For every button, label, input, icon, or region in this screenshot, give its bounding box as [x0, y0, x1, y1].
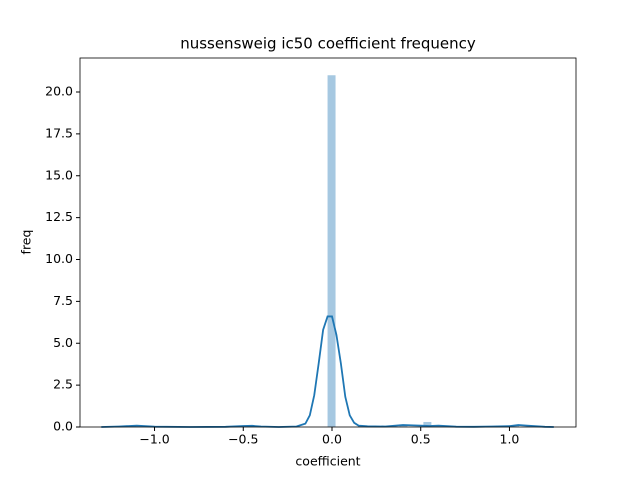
- y-tick-label: 20.0: [45, 84, 73, 99]
- x-tick-label: 0.0: [322, 432, 342, 447]
- y-tick-label: 5.0: [53, 335, 73, 350]
- x-tick-label: −0.5: [228, 432, 258, 447]
- y-tick-label: 0.0: [53, 419, 73, 434]
- x-axis-label: coefficient: [295, 454, 360, 469]
- x-tick-label: 0.5: [411, 432, 431, 447]
- y-axis-label: freq: [19, 230, 34, 255]
- chart-title: nussensweig ic50 coefficient frequency: [180, 35, 476, 53]
- y-tick-label: 10.0: [45, 251, 73, 266]
- y-tick-label: 15.0: [45, 167, 73, 182]
- bar: [327, 75, 336, 427]
- plot-frame: [79, 57, 577, 428]
- y-tick-label: 17.5: [45, 125, 73, 140]
- y-tick-label: 2.5: [53, 377, 73, 392]
- y-tick-label: 12.5: [45, 209, 73, 224]
- x-tick-label: 1.0: [500, 432, 520, 447]
- y-tick-label: 7.5: [53, 293, 73, 308]
- bar: [399, 425, 408, 427]
- bar: [423, 421, 432, 427]
- x-tick-label: −1.0: [139, 432, 169, 447]
